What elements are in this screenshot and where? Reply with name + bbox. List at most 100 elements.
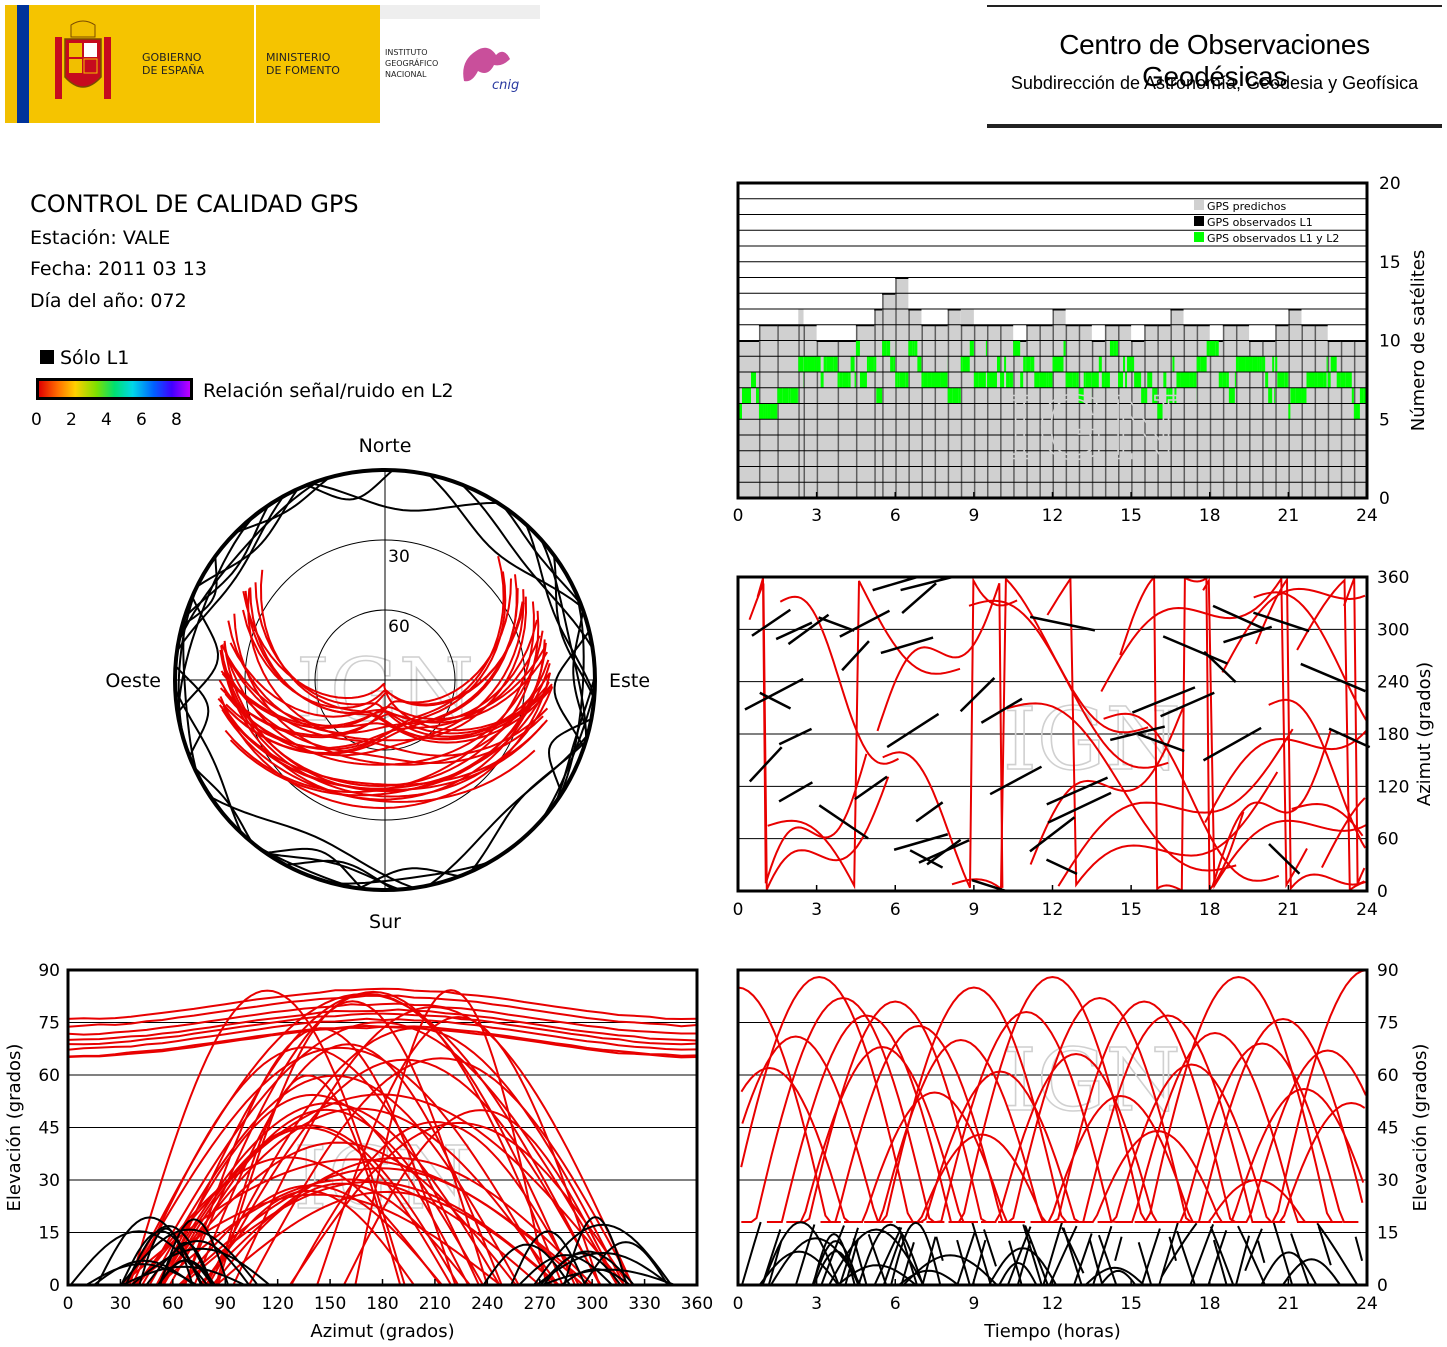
elaz-track-l1 [124,1224,213,1286]
azimuth-track-l2 [1103,712,1280,882]
elaz-track-l2 [168,1108,484,1286]
observed-l1-edge [1118,324,1120,498]
azimuth-track-l2 [748,583,890,890]
sky-track-l2 [233,613,550,766]
azimuth-track-l1 [1300,662,1366,693]
elevation-track-l1 [971,1239,1228,1286]
observed-l1-step [837,340,856,342]
observed-l1l2-bar [1287,372,1289,388]
observed-l1-step [1170,309,1184,311]
observed-l1l2-bar [1288,403,1291,420]
legend-swatch [1194,216,1204,226]
azimuth-track-l1 [818,804,869,840]
observed-l1l2-bar [1116,340,1119,357]
observed-l1l2-bar [1144,387,1148,404]
observed-l1l2-bar [765,403,768,420]
page-title: CONTROL DE CALIDAD GPS [30,190,359,218]
observed-l1l2-bar [1109,340,1114,357]
min-line2: DE FOMENTO [266,64,340,77]
observed-l1l2-bar [1196,356,1201,372]
observed-l1l2-bar [1336,372,1341,388]
spain-flag-stripe [5,5,29,123]
x-tick-label: 300 [576,1294,608,1314]
sky-track-l2 [222,578,512,739]
x-tick-label: 60 [162,1294,184,1314]
legend-swatch [1194,232,1204,242]
observed-l1l2-bar [1351,387,1354,404]
observed-l1l2-bar [1129,356,1132,372]
y-tick-label: 30 [38,1171,60,1191]
observed-l1l2-bar [1235,356,1239,372]
observed-l1l2-bar [1048,372,1053,388]
y-tick-label: 360 [1377,568,1409,588]
azimuth-track-l1 [854,775,888,801]
elevation-track-l1 [1114,1236,1364,1262]
snr-colorbar [36,378,193,400]
observed-l1l2-bar [1091,372,1099,388]
sky-track-l1 [332,861,491,885]
observed-l1l2-bar [1020,372,1024,388]
observed-l1l2-bar [1262,356,1266,372]
sky-track-l2 [221,639,546,801]
elevation-track-l2 [1030,1094,1211,1223]
cnig-logo-icon: cnig [463,47,519,93]
sky-track-l2 [249,587,538,723]
azimuth-track-l1 [775,621,813,641]
observed-l1l2-bar [758,403,764,420]
x-tick-label: 3 [811,900,822,920]
azimuth-track-l2 [876,582,1004,888]
observed-l1l2-bar [816,356,821,372]
azimuth-track-l1 [915,801,944,823]
ministerio-logo: MINISTERIO DE FOMENTO [256,5,380,123]
sky-track-l1 [174,665,210,758]
elevation-track-l1 [1207,1229,1228,1286]
gobierno-logo: GOBIERNO DE ESPAÑA [29,5,254,123]
x-tick-label: 9 [968,506,979,526]
observed-l1l2-bar [1057,356,1064,372]
elevation-low-track [998,1261,1038,1286]
elaz-high-track [67,1002,697,1036]
x-tick-label: 0 [733,506,744,526]
sky-track-l1 [572,609,589,737]
observed-l1l2-bar [1308,372,1315,388]
observed-l1-step [1235,324,1250,327]
observed-l1l2-bar [790,387,798,404]
y-tick-label: 5 [1379,410,1390,430]
observed-l1l2-bar [1023,356,1026,372]
sky-track-l1 [555,674,596,803]
legend-label: GPS predichos [1207,200,1286,213]
sky-track-l1 [306,469,394,501]
predicted-bar [973,324,987,498]
elevation-low-track [898,1269,959,1286]
azimuth-track-l1 [839,609,891,638]
observed-l1-step [921,324,935,327]
predicted-bar [1039,324,1053,498]
observed-l1l2-bar [842,372,849,388]
observed-l1l2-bar [1257,356,1260,372]
observed-l1-step [738,340,759,342]
observed-l1l2-bar [1157,403,1164,420]
elaz-track-l1 [539,1250,635,1286]
elevation-track-l1 [873,1226,1085,1286]
elevation-track-l2 [741,1035,893,1223]
observed-l1-step [1104,324,1119,327]
azimuth-track-l1 [778,727,813,746]
x-tick-label: 18 [1199,506,1221,526]
x-tick-label: 18 [1199,1294,1221,1314]
observed-l1l2-bar [1147,372,1153,388]
elaz-track-l2 [157,1178,541,1286]
predicted-bar [1078,324,1092,498]
elevation-track-l2 [926,1010,1127,1223]
elaz-track-l1 [482,1243,571,1286]
elevation-track-l2 [1232,1049,1367,1223]
observed-l1l2-bar [1215,340,1219,357]
observed-l1-edge [1026,324,1028,498]
elevation-track-l1 [1048,1225,1266,1286]
observed-l1l2-bar [1113,340,1117,357]
observed-l1l2-bar [1290,387,1296,404]
elevation-low-track [812,1250,860,1286]
observed-l1l2-bar [899,372,906,388]
observed-l1l2-bar [908,340,913,357]
observed-l1l2-bar [1275,356,1278,372]
observed-l1l2-bar [745,387,747,404]
